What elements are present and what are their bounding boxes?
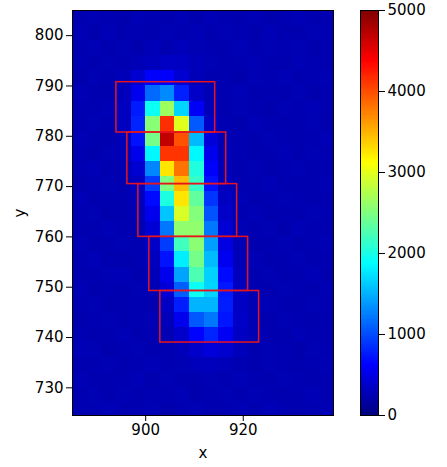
svg-text:900: 900 xyxy=(131,421,160,439)
svg-text:2000: 2000 xyxy=(388,244,426,262)
svg-text:x: x xyxy=(199,444,208,462)
svg-text:740: 740 xyxy=(35,328,64,346)
svg-text:750: 750 xyxy=(35,278,64,296)
svg-text:5000: 5000 xyxy=(388,1,426,19)
svg-text:920: 920 xyxy=(229,421,258,439)
svg-text:770: 770 xyxy=(35,177,64,195)
svg-text:780: 780 xyxy=(35,127,64,145)
svg-text:760: 760 xyxy=(35,228,64,246)
svg-text:800: 800 xyxy=(35,26,64,44)
svg-text:790: 790 xyxy=(35,77,64,95)
svg-text:730: 730 xyxy=(35,379,64,397)
svg-text:1000: 1000 xyxy=(388,325,426,343)
svg-text:y: y xyxy=(11,208,29,217)
svg-text:4000: 4000 xyxy=(388,82,426,100)
svg-text:3000: 3000 xyxy=(388,163,426,181)
svg-text:0: 0 xyxy=(388,406,398,424)
